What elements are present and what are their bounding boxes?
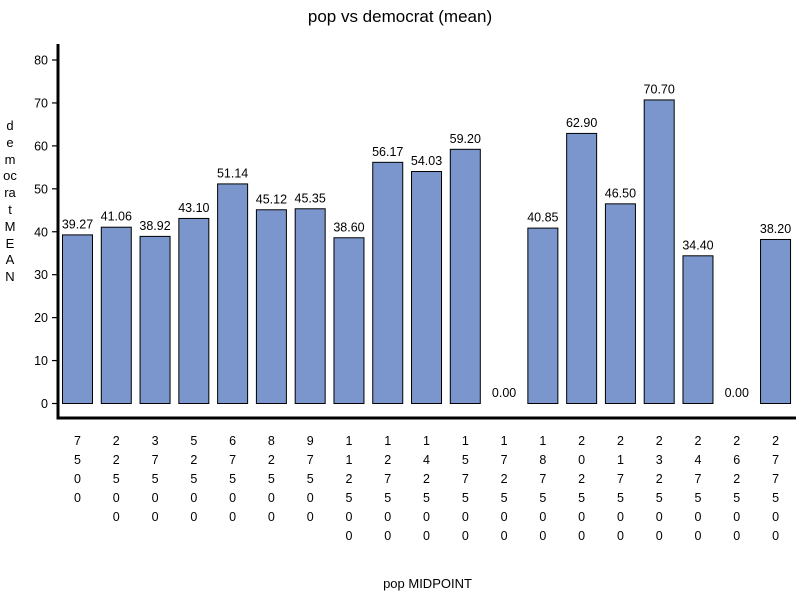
chart-title: pop vs democrat (mean) bbox=[307, 7, 493, 26]
bar-value-label: 0.00 bbox=[492, 386, 516, 400]
bar bbox=[100, 226, 132, 404]
bar-value-label: 46.50 bbox=[605, 186, 636, 200]
y-tick-label: 40 bbox=[34, 225, 48, 239]
bar bbox=[372, 161, 404, 404]
bar-value-label: 43.10 bbox=[178, 201, 209, 215]
x-axis-ticks: 7 5 0 0 2 2 5 0 0 3 7 5 0 0 5 2 5 0 0 6 7 5 0 0 8 2 5 0 0 9 7 5 0 0 1 1 2 5 0 0… bbox=[74, 434, 779, 543]
bar-value-label: 38.60 bbox=[333, 220, 364, 234]
bar-value-label: 38.20 bbox=[760, 222, 791, 236]
bar-value-label: 54.03 bbox=[411, 154, 442, 168]
y-tick-label: 60 bbox=[34, 139, 48, 153]
bar bbox=[294, 208, 326, 404]
bar bbox=[62, 234, 93, 404]
bar-value-label: 51.14 bbox=[217, 166, 248, 180]
bar bbox=[760, 238, 792, 404]
bar-value-label: 34.40 bbox=[682, 238, 713, 252]
y-axis-ticks: 0 10 20 30 40 50 60 70 80 bbox=[34, 54, 58, 411]
bar-value-label: 39.27 bbox=[62, 217, 93, 231]
bar bbox=[139, 235, 171, 404]
bars-group bbox=[62, 99, 792, 404]
bar-value-label: 70.70 bbox=[644, 82, 675, 96]
bar-value-label: 56.17 bbox=[372, 145, 403, 159]
bar-value-label: 45.35 bbox=[295, 191, 326, 205]
y-tick-label: 70 bbox=[34, 96, 48, 110]
bar-value-label: 0.00 bbox=[725, 386, 749, 400]
y-tick-label: 80 bbox=[34, 54, 48, 68]
value-labels-group: 39.27 41.06 38.92 43.10 51.14 45.12 45.35 38.60… bbox=[62, 82, 791, 400]
y-tick-label: 0 bbox=[41, 397, 48, 411]
bar bbox=[449, 148, 481, 404]
bar bbox=[178, 217, 210, 404]
y-axis-label: democrat MEAN bbox=[3, 118, 17, 285]
bar-value-label: 38.92 bbox=[139, 219, 170, 233]
bar bbox=[682, 255, 714, 404]
y-tick-label: 30 bbox=[34, 268, 48, 282]
bar bbox=[643, 99, 675, 404]
bar-value-label: 40.85 bbox=[527, 211, 558, 225]
bar-value-label: 41.06 bbox=[101, 210, 132, 224]
bar bbox=[411, 171, 443, 404]
bar bbox=[255, 209, 287, 404]
y-tick-label: 10 bbox=[34, 354, 48, 368]
bar bbox=[566, 132, 598, 404]
y-tick-label: 50 bbox=[34, 182, 48, 196]
bar-value-label: 59.20 bbox=[450, 132, 481, 146]
y-tick-label: 20 bbox=[34, 311, 48, 325]
bar-value-label: 62.90 bbox=[566, 116, 597, 130]
x-axis-label: pop MIDPOINT bbox=[383, 576, 472, 591]
bar-value-label: 45.12 bbox=[256, 192, 287, 206]
bar bbox=[604, 203, 636, 404]
bar bbox=[333, 237, 365, 404]
bar bbox=[527, 227, 559, 404]
bar bbox=[217, 183, 249, 404]
